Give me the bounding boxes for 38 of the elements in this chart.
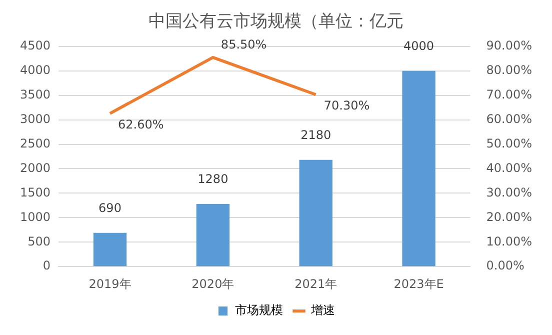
data-label: 2180 [300, 128, 332, 142]
y-tick-label: 1500 [20, 185, 51, 200]
y-tick-label: 3500 [20, 87, 51, 102]
y2-tick-label: 70.00% [486, 87, 532, 102]
y2-tick-label: 40.00% [486, 160, 532, 175]
bar [93, 232, 127, 266]
y-tick-label: 0 [42, 258, 51, 273]
data-label: 1280 [198, 172, 228, 186]
y2-tick-label: 60.00% [486, 112, 532, 126]
x-tick-label: 2021年 [294, 276, 338, 291]
legend-label: 市场规模 [235, 303, 283, 318]
bar [299, 160, 332, 266]
y2-tick-label: 20.00% [486, 210, 532, 224]
y-tick-label: 1000 [20, 210, 51, 224]
x-tick-label: 2019年 [88, 276, 132, 291]
y2-tick-label: 90.00% [486, 38, 532, 53]
y-tick-label: 2500 [20, 136, 51, 150]
y-tick-label: 2000 [20, 160, 51, 175]
y2-tick-label: 30.00% [486, 185, 532, 200]
bar [402, 70, 436, 266]
y-tick-label: 3000 [20, 112, 51, 126]
y2-tick-label: 0.00% [486, 258, 524, 273]
y2-tick-label: 10.00% [486, 234, 532, 248]
data-label: 85.50% [220, 38, 267, 52]
legend-label: 增速 [310, 303, 335, 318]
chart-title: 中国公有云市场规模（单位：亿元 [148, 12, 404, 32]
x-tick-label: 2020年 [192, 276, 234, 291]
data-label: 690 [98, 200, 122, 215]
data-label: 4000 [404, 38, 434, 53]
data-label: 70.30% [324, 98, 370, 113]
y-tick-label: 500 [28, 234, 51, 248]
y2-tick-label: 50.00% [486, 136, 532, 150]
y-tick-label: 4500 [20, 38, 51, 53]
bar [196, 204, 230, 266]
data-label: 62.60% [118, 118, 164, 132]
y-tick-label: 4000 [20, 62, 51, 77]
y2-tick-label: 80.00% [486, 62, 532, 77]
x-tick-label: 2023年E [394, 276, 444, 291]
